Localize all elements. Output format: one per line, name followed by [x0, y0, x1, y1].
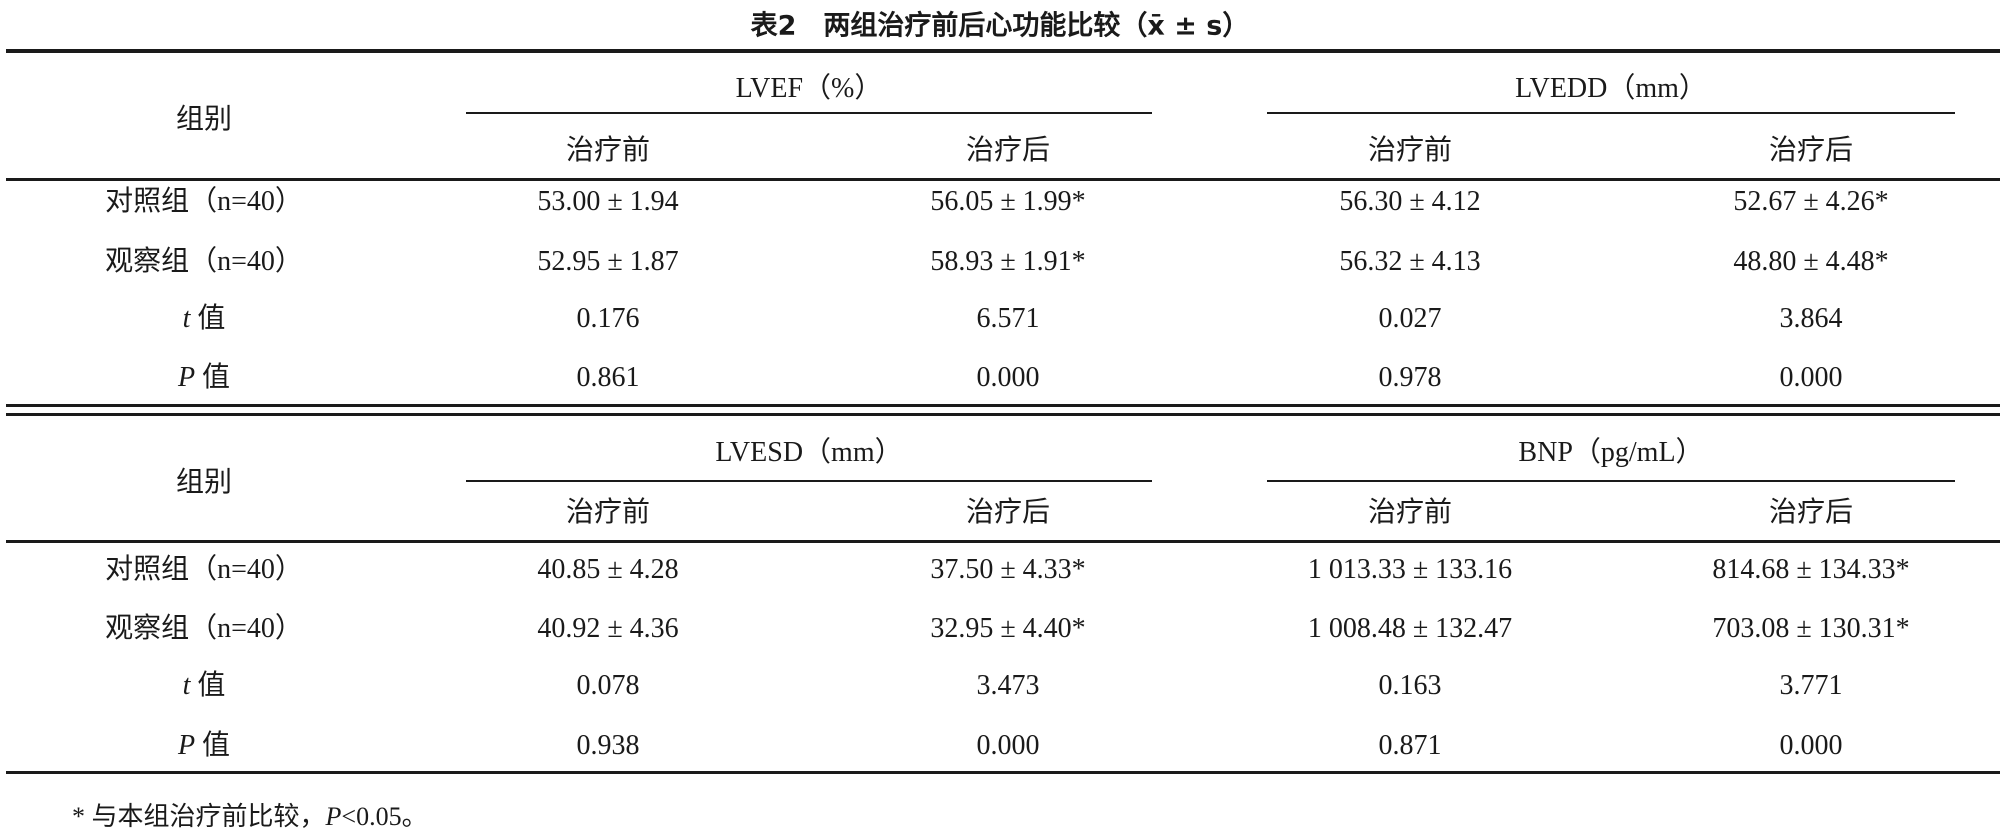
metric-header: LVESD（mm） [715, 437, 903, 468]
row-label: P 值 [177, 362, 231, 393]
table-cell: 0.000 [976, 362, 1040, 393]
table-cell: 3.864 [1779, 303, 1843, 334]
row-label: 对照组（n=40） [105, 554, 303, 585]
row-label: 观察组（n=40） [105, 246, 303, 277]
table-cell: 0.000 [976, 730, 1040, 761]
table-cell: 0.078 [576, 670, 640, 701]
double-rule-lower [6, 413, 2000, 416]
table-cell: 37.50 ± 4.33* [930, 554, 1086, 585]
table-cell: 1 008.48 ± 132.47 [1307, 613, 1513, 644]
table-cell: 58.93 ± 1.91* [930, 246, 1086, 277]
metric-underline [466, 112, 1152, 114]
table-cell: 1 013.33 ± 133.16 [1307, 554, 1513, 585]
metric-underline [1267, 112, 1955, 114]
header-rule [6, 540, 2000, 543]
table-cell: 703.08 ± 130.31* [1712, 613, 1910, 644]
table-cell: 0.938 [576, 730, 640, 761]
subheader-after: 治疗后 [965, 135, 1051, 166]
table-cell: 814.68 ± 134.33* [1712, 554, 1910, 585]
table-cell: 48.80 ± 4.48* [1733, 246, 1889, 277]
table-cell: 6.571 [976, 303, 1040, 334]
subheader-before: 治疗前 [565, 497, 651, 528]
row-label: P 值 [177, 730, 231, 761]
table-cell: 40.92 ± 4.36 [537, 613, 679, 644]
table-cell: 52.95 ± 1.87 [537, 246, 679, 277]
table-cell: 56.05 ± 1.99* [930, 186, 1086, 217]
table-cell: 56.32 ± 4.13 [1339, 246, 1481, 277]
table-cell: 56.30 ± 4.12 [1339, 186, 1481, 217]
table-cell: 0.163 [1378, 670, 1442, 701]
metric-header: BNP（pg/mL） [1518, 437, 1704, 468]
table-title: 表2 两组治疗前后心功能比较（x̄ ± s） [750, 10, 1250, 42]
subheader-after: 治疗后 [1768, 497, 1854, 528]
group-column-header: 组别 [175, 104, 233, 135]
subheader-before: 治疗前 [565, 135, 651, 166]
metric-underline [1267, 480, 1955, 482]
subheader-after: 治疗后 [1768, 135, 1854, 166]
subheader-before: 治疗前 [1367, 497, 1453, 528]
table-cell: 52.67 ± 4.26* [1733, 186, 1889, 217]
table-cell: 0.176 [576, 303, 640, 334]
table-cell: 0.871 [1378, 730, 1442, 761]
table-cell: 40.85 ± 4.28 [537, 554, 679, 585]
subheader-after: 治疗后 [965, 497, 1051, 528]
table-cell: 53.00 ± 1.94 [537, 186, 679, 217]
table-cell: 3.771 [1779, 670, 1843, 701]
bottom-rule [6, 771, 2000, 774]
top-rule [6, 49, 2000, 53]
header-rule [6, 178, 2000, 181]
metric-header: LVEDD（mm） [1515, 73, 1707, 104]
subheader-before: 治疗前 [1367, 135, 1453, 166]
metric-header: LVEF（%） [735, 73, 883, 104]
table-cell: 0.000 [1779, 730, 1843, 761]
table-cell: 3.473 [976, 670, 1040, 701]
row-label: 对照组（n=40） [105, 186, 303, 217]
metric-underline [466, 480, 1152, 482]
table-cell: 32.95 ± 4.40* [930, 613, 1086, 644]
row-label: t 值 [182, 303, 226, 334]
table-cell: 0.978 [1378, 362, 1442, 393]
row-label: 观察组（n=40） [105, 613, 303, 644]
table-cell: 0.861 [576, 362, 640, 393]
footnote: * 与本组治疗前比较，P<0.05。 [72, 802, 428, 831]
row-label: t 值 [182, 670, 226, 701]
double-rule-upper [6, 404, 2000, 407]
table-cell: 0.000 [1779, 362, 1843, 393]
group-column-header: 组别 [175, 467, 233, 498]
table-cell: 0.027 [1378, 303, 1442, 334]
